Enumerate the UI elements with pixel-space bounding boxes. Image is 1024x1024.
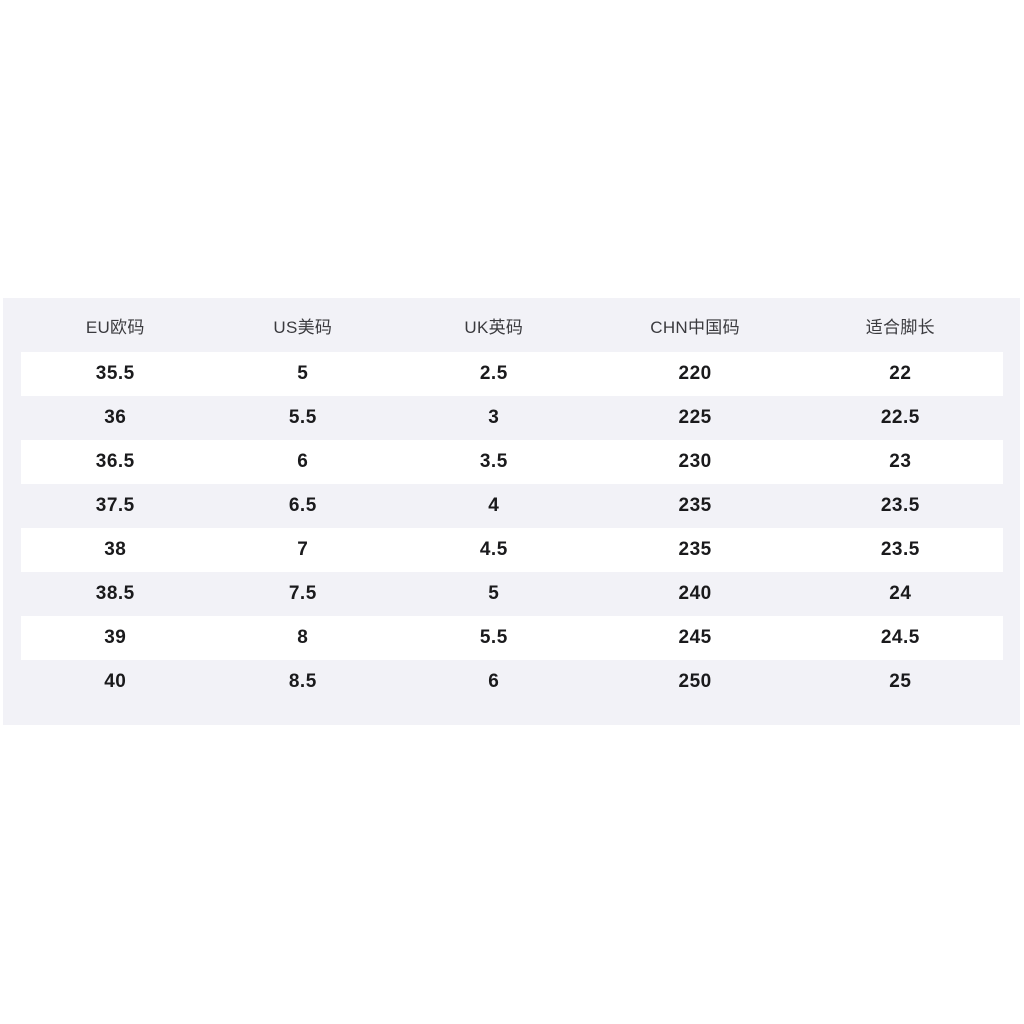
table-cell-eu: 37.5 [95,495,135,516]
column-header-foot-length: 适合脚长 [865,317,935,337]
table-cell-uk: 3.5 [479,451,508,472]
table-cell-eu: 35.5 [95,363,135,384]
table-cell-chn: 225 [678,407,712,428]
table-cell-us: 8 [297,627,309,648]
column-header-uk: UK英码 [464,317,524,337]
table-cell-foot-length: 24 [889,583,912,604]
table-cell-uk: 6 [488,671,500,692]
column-header-chn: CHN中国码 [650,317,740,337]
table-cell-chn: 240 [678,583,712,604]
table-cell-us: 6.5 [288,495,317,516]
table-row: 35.5 5 2.5 220 22 [21,352,1003,396]
table-row: 38.5 7.5 5 240 24 [21,572,1003,616]
table-cell-foot-length: 23 [889,451,912,472]
table-cell-uk: 4 [488,495,500,516]
table-cell-chn: 230 [678,451,712,472]
table-cell-us: 5.5 [288,407,317,428]
table-cell-eu: 38.5 [95,583,135,604]
table-cell-uk: 3 [488,407,500,428]
table-row: 36.5 6 3.5 230 23 [21,440,1003,484]
table-cell-eu: 39 [104,627,127,648]
table-cell-us: 5 [297,363,309,384]
table-cell-foot-length: 23.5 [880,495,920,516]
table-header-row: EU欧码 US美码 UK英码 CHN中国码 适合脚长 [21,298,1003,352]
table-cell-uk: 4.5 [479,539,508,560]
table-cell-foot-length: 22.5 [880,407,920,428]
table-cell-eu: 40 [104,671,127,692]
table-cell-eu: 36.5 [95,451,135,472]
table-row: 37.5 6.5 4 235 23.5 [21,484,1003,528]
table-cell-us: 7.5 [288,583,317,604]
table-cell-us: 7 [297,539,309,560]
table-cell-chn: 235 [678,495,712,516]
size-chart-table: EU欧码 US美码 UK英码 CHN中国码 适合脚长 35.5 5 2.5 22… [21,298,1003,704]
table-cell-foot-length: 22 [889,363,912,384]
table-cell-us: 6 [297,451,309,472]
table-cell-chn: 220 [678,363,712,384]
table-cell-foot-length: 25 [889,671,912,692]
table-cell-uk: 5.5 [479,627,508,648]
size-chart-panel: EU欧码 US美码 UK英码 CHN中国码 适合脚长 35.5 5 2.5 22… [3,298,1020,725]
column-header-us: US美码 [273,317,333,337]
table-cell-chn: 245 [678,627,712,648]
table-row: 38 7 4.5 235 23.5 [21,528,1003,572]
table-row: 36 5.5 3 225 22.5 [21,396,1003,440]
table-cell-chn: 235 [678,539,712,560]
table-row: 40 8.5 6 250 25 [21,660,1003,704]
table-cell-us: 8.5 [288,671,317,692]
table-cell-chn: 250 [678,671,712,692]
table-cell-foot-length: 23.5 [880,539,920,560]
table-cell-eu: 36 [104,407,127,428]
column-header-eu: EU欧码 [85,317,145,337]
table-cell-eu: 38 [104,539,127,560]
table-cell-foot-length: 24.5 [880,627,920,648]
table-cell-uk: 2.5 [479,363,508,384]
table-cell-uk: 5 [488,583,500,604]
table-row: 39 8 5.5 245 24.5 [21,616,1003,660]
